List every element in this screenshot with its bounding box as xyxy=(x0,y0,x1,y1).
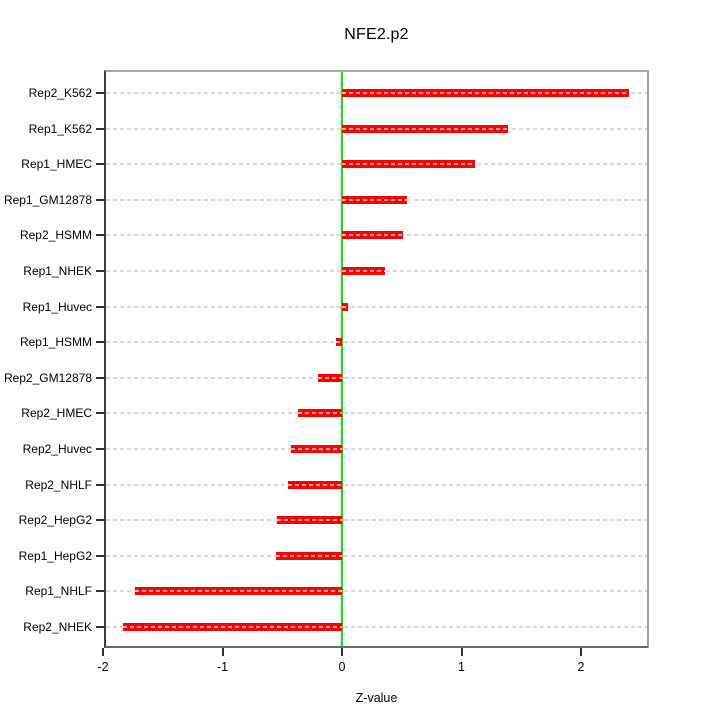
x-tick-mark xyxy=(102,648,104,656)
gridline xyxy=(106,519,647,522)
gridline xyxy=(106,412,647,415)
x-tick-mark xyxy=(341,648,344,656)
y-tick-mark xyxy=(96,163,104,166)
gridline xyxy=(106,626,647,628)
bar-rep2_gm12878 xyxy=(318,373,342,382)
y-tick-mark xyxy=(96,127,104,130)
gridline xyxy=(106,305,647,308)
y-axis-label: Rep1_K562 xyxy=(28,121,92,136)
y-tick-mark xyxy=(96,92,104,94)
x-axis-title: Z-value xyxy=(355,691,398,705)
bar-rep2_hsmm xyxy=(342,231,403,240)
bar-rep2_huvec xyxy=(290,445,343,453)
y-tick-mark xyxy=(96,519,104,522)
y-axis-label: Rep1_HSMM xyxy=(19,335,92,350)
y-axis-label: Rep1_NHLF xyxy=(25,584,92,599)
bar-rep1_gm12878 xyxy=(342,195,407,204)
bar-rep1_huvec xyxy=(342,302,348,311)
y-tick-mark xyxy=(96,448,104,450)
y-axis-label: Rep1_HepG2 xyxy=(18,548,92,563)
y-tick-mark xyxy=(96,376,104,379)
bar-rep2_hmec xyxy=(297,409,343,418)
gridline xyxy=(106,483,647,486)
y-tick-mark xyxy=(96,341,104,344)
x-tick-mark xyxy=(221,648,224,656)
y-axis-label: Rep2_NHEK xyxy=(23,620,92,634)
gridline xyxy=(106,590,647,593)
x-tick-label: -1 xyxy=(216,660,229,674)
x-tick-label: 0 xyxy=(338,660,346,674)
bar-rep1_k562 xyxy=(342,124,509,133)
y-tick-mark xyxy=(96,198,104,201)
gridline xyxy=(106,341,647,344)
y-tick-mark xyxy=(96,412,104,415)
gridline xyxy=(106,448,647,450)
y-axis-label: Rep1_GM12878 xyxy=(3,192,92,207)
y-axis-label: Rep1_NHEK xyxy=(23,264,92,278)
gridline xyxy=(106,554,647,557)
bar-rep2_hepg2 xyxy=(277,516,343,525)
bar-rep2_nhek xyxy=(123,623,343,631)
y-axis-label: Rep2_Huvec xyxy=(22,442,92,456)
x-tick-mark xyxy=(580,648,583,656)
y-axis-label: Rep2_K562 xyxy=(28,86,92,100)
y-tick-mark xyxy=(96,554,104,557)
y-axis-label: Rep2_HSMM xyxy=(19,228,92,243)
x-tick-mark xyxy=(460,648,463,656)
x-tick-label: 1 xyxy=(458,660,465,674)
y-tick-mark xyxy=(96,590,104,593)
y-axis-label: Rep2_HepG2 xyxy=(18,513,92,528)
gridline xyxy=(106,376,647,379)
bar-rep1_hepg2 xyxy=(276,551,342,560)
bar-rep2_k562 xyxy=(342,89,629,97)
bar-rep1_nhek xyxy=(342,267,386,275)
x-tick-label: 2 xyxy=(577,660,585,674)
bar-rep1_nhlf xyxy=(135,587,342,596)
zero-line xyxy=(341,72,344,646)
bar-rep1_hmec xyxy=(342,160,475,169)
plot-inner xyxy=(106,72,647,646)
bar-rep1_hsmm xyxy=(336,338,343,347)
y-axis-label: Rep1_Huvec xyxy=(22,299,92,314)
chart-title: NFE2.p2 xyxy=(344,26,409,43)
y-tick-mark xyxy=(96,305,104,308)
x-tick-label: -2 xyxy=(97,660,109,674)
bar-rep2_nhlf xyxy=(288,480,342,489)
y-axis-label: Rep2_NHLF xyxy=(25,477,92,492)
y-axis-label: Rep1_HMEC xyxy=(21,157,92,172)
y-axis-label: Rep2_GM12878 xyxy=(3,370,92,385)
y-axis-label: Rep2_HMEC xyxy=(21,406,92,421)
plot-area xyxy=(104,70,649,648)
y-tick-mark xyxy=(96,270,104,272)
y-tick-mark xyxy=(96,483,104,486)
y-tick-mark xyxy=(96,626,104,628)
y-tick-mark xyxy=(96,234,104,237)
